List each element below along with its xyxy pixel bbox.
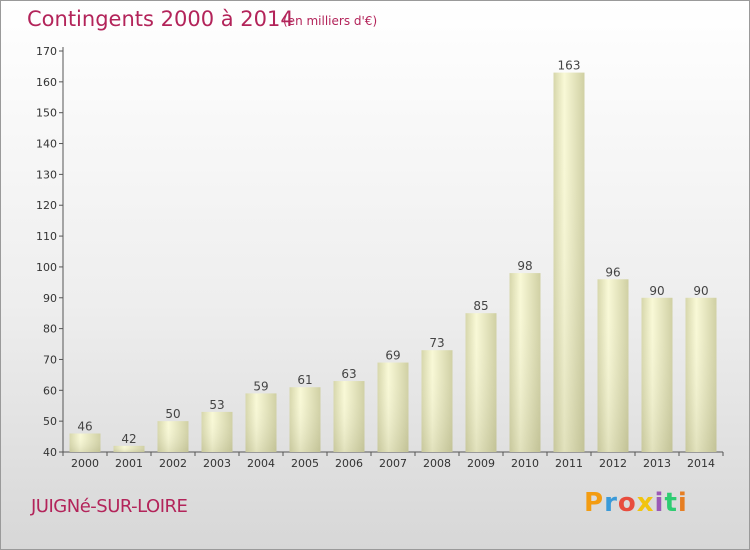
bar-shade [333,381,365,452]
data-label: 98 [517,259,532,273]
y-tick-label: 170 [36,45,57,58]
x-tick-label: 2009 [467,457,495,470]
x-tick-label: 2013 [643,457,671,470]
y-tick-label: 110 [36,230,57,243]
proxiti-logo: Proxiti [584,488,688,518]
bar-shade [553,72,585,452]
x-tick-label: 2006 [335,457,363,470]
data-label: 90 [693,284,708,298]
data-label: 42 [121,432,136,446]
x-tick-label: 2005 [291,457,319,470]
data-label: 53 [209,398,224,412]
x-tick-label: 2000 [71,457,99,470]
y-tick-label: 80 [43,323,57,336]
y-tick-label: 60 [43,384,57,397]
commune-name: JUIGNé-SUR-LOIRE [31,496,188,517]
y-tick-label: 70 [43,353,57,366]
data-label: 73 [429,336,444,350]
bar-shade [421,350,453,452]
data-label: 59 [253,379,268,393]
y-tick-label: 150 [36,107,57,120]
data-label: 61 [297,373,312,387]
x-tick-label: 2008 [423,457,451,470]
logo-letter: o [617,488,637,518]
logo-letter: i [677,488,688,518]
logo-letter: t [664,488,678,518]
bar-shade [509,273,541,452]
x-tick-label: 2012 [599,457,627,470]
bar-shade [157,421,189,452]
x-tick-label: 2001 [115,457,143,470]
chart-title: Contingents 2000 à 2014 [27,7,294,31]
bar-shade [641,297,673,452]
bars-group [69,72,717,452]
bar-shade [685,297,717,452]
data-label: 85 [473,299,488,313]
data-label: 96 [605,265,620,279]
y-tick-label: 130 [36,168,57,181]
y-tick-label: 160 [36,76,57,89]
bar-shade [465,313,497,452]
data-label: 90 [649,284,664,298]
y-axis: 40 50 60 70 80 90 100 110 120 130 140 150 160 170 [36,45,64,459]
value-labels-group: 46 42 50 53 59 61 63 69 73 85 98 163 96 90 90 [77,59,708,446]
logo-letter: r [604,488,618,518]
y-tick-label: 120 [36,199,57,212]
data-label: 46 [77,419,92,433]
x-tick-label: 2003 [203,457,231,470]
y-tick-label: 90 [43,292,57,305]
bar-shade [597,279,629,452]
data-label: 163 [558,59,581,73]
x-axis: 2000 2001 2002 2003 2004 2005 2006 2007 2008 2009… [62,451,724,470]
y-tick-label: 40 [43,446,57,459]
bar-shade [377,362,409,452]
bar-shade [113,445,145,452]
x-tick-label: 2004 [247,457,275,470]
x-tick-label: 2007 [379,457,407,470]
bar-shade [201,411,233,452]
data-label: 69 [385,349,400,363]
x-tick-label: 2002 [159,457,187,470]
chart-subtitle: (en milliers d'€) [283,14,378,28]
logo-letter: x [636,488,655,518]
y-tick-label: 50 [43,415,57,428]
data-label: 63 [341,367,356,381]
logo-letter: i [654,488,665,518]
x-tick-label: 2014 [687,457,715,470]
y-tick-label: 100 [36,261,57,274]
x-tick-label: 2011 [555,457,583,470]
logo-letter: P [584,488,605,518]
data-label: 50 [165,407,180,421]
bar-shade [69,433,101,452]
bar-shade [245,393,277,452]
x-tick-label: 2010 [511,457,539,470]
bar-shade [289,387,321,452]
y-tick-label: 140 [36,138,57,151]
